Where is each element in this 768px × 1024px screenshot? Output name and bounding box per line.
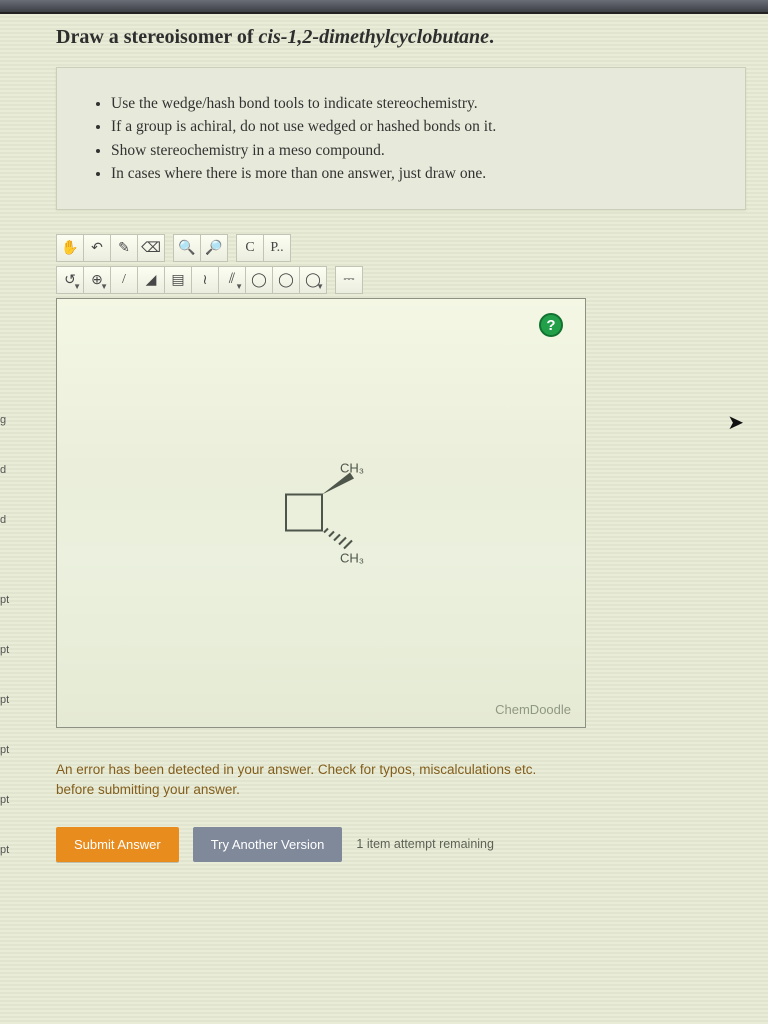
drawing-toolbar-2: ↺▼⊕▼/◢▤≀⫽▼◯◯◯▼⎓ (56, 266, 746, 294)
cyclobutane-icon[interactable]: ◯ (272, 266, 300, 294)
ruler-tick-label: pt (0, 644, 9, 656)
zoom-in-icon[interactable]: 🔍 (173, 234, 201, 262)
undo-icon[interactable]: ↶ (83, 234, 111, 262)
chemdoodle-watermark: ChemDoodle (495, 702, 571, 717)
action-row: Submit Answer Try Another Version 1 item… (56, 827, 746, 862)
ruler-tick-label: g (0, 414, 6, 426)
attempts-remaining: 1 item attempt remaining (356, 837, 494, 851)
drawing-canvas[interactable]: ? CH₃ CH₃ ChemDoodle (56, 298, 586, 728)
ruler-tick-label: d (0, 464, 6, 476)
drawing-toolbar-1: ✋↶✎⌫ 🔍🔎 CP.. (56, 234, 746, 262)
wedge-bond-top (322, 473, 354, 495)
prompt-compound: cis-1,2-dimethylcyclobutane (259, 26, 490, 48)
prompt-suffix: . (489, 26, 494, 48)
assignment-panel: Draw a stereoisomer of cis-1,2-dimethylc… (0, 14, 768, 1024)
instructions-list: Use the wedge/hash bond tools to indicat… (89, 92, 713, 185)
hash-bond-bottom (324, 529, 352, 549)
lasso-icon[interactable]: ↺▼ (56, 266, 84, 294)
wavy-bond-icon[interactable]: ≀ (191, 266, 219, 294)
wedge-bond-icon[interactable]: ◢ (137, 266, 165, 294)
ruler-tick-label: pt (0, 744, 9, 756)
instruction-item: In cases where there is more than one an… (111, 162, 713, 185)
hand-icon[interactable]: ✋ (56, 234, 84, 262)
chevron-down-icon: ▼ (100, 282, 108, 291)
ruler-tick-label: pt (0, 794, 9, 806)
methyl-label-bottom: CH₃ (340, 551, 364, 566)
pencil-icon[interactable]: ✎ (110, 234, 138, 262)
cyclobutane-ring (286, 495, 322, 531)
chevron-down-icon: ▼ (235, 282, 243, 291)
instructions-box: Use the wedge/hash bond tools to indicat… (56, 67, 746, 210)
prompt-prefix: Draw a stereoisomer of (56, 26, 259, 48)
fragment-icon[interactable]: ⎓ (335, 266, 363, 294)
cyclopentane-icon[interactable]: ◯▼ (299, 266, 327, 294)
cyclopropane-icon[interactable]: ◯ (245, 266, 273, 294)
molecule-structure[interactable]: CH₃ CH₃ (266, 451, 376, 576)
periodic-icon[interactable]: P.. (263, 234, 291, 262)
question-prompt: Draw a stereoisomer of cis-1,2-dimethylc… (56, 26, 746, 49)
help-icon[interactable]: ? (539, 313, 563, 337)
instruction-item: Show stereochemistry in a meso compound. (111, 139, 713, 162)
ruler-tick-label: d (0, 514, 6, 526)
eraser-icon[interactable]: ⌫ (137, 234, 165, 262)
ruler-tick-label: pt (0, 694, 9, 706)
zoom-out-icon[interactable]: 🔎 (200, 234, 228, 262)
double-bond-icon[interactable]: ⫽▼ (218, 266, 246, 294)
submit-button[interactable]: Submit Answer (56, 827, 179, 862)
methyl-label-top: CH₃ (340, 461, 364, 476)
hash-bond-icon[interactable]: ▤ (164, 266, 192, 294)
instruction-item: If a group is achiral, do not use wedged… (111, 115, 713, 138)
single-bond-icon[interactable]: / (110, 266, 138, 294)
instruction-item: Use the wedge/hash bond tools to indicat… (111, 92, 713, 115)
error-message: An error has been detected in your answe… (56, 760, 576, 801)
carbon-label[interactable]: C (236, 234, 264, 262)
chevron-down-icon: ▼ (73, 282, 81, 291)
try-another-button[interactable]: Try Another Version (193, 827, 343, 862)
ruler-tick-label: pt (0, 594, 9, 606)
ruler-tick-label: pt (0, 844, 9, 856)
charge-icon[interactable]: ⊕▼ (83, 266, 111, 294)
monitor-bezel (0, 0, 768, 14)
chevron-down-icon: ▼ (316, 282, 324, 291)
